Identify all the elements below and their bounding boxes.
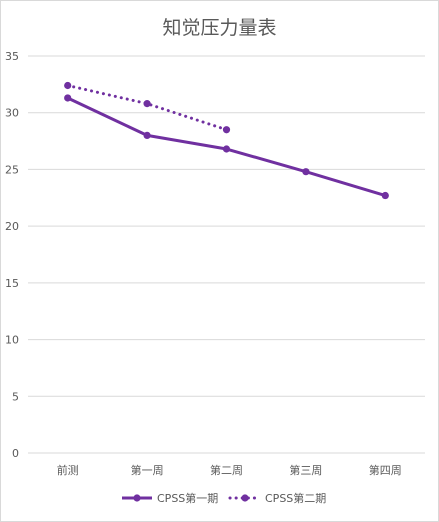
x-tick-label: 第二周: [210, 463, 243, 477]
series-2-point: [64, 81, 72, 90]
legend-label-2: CPSS第二期: [265, 491, 326, 505]
chart-title: 知觉压力量表: [162, 17, 277, 39]
series-2-point: [222, 126, 231, 134]
x-tick-label: 前测: [57, 463, 79, 477]
series-1-point: [143, 131, 151, 139]
legend: CPSS第一期 CPSS第二期: [122, 491, 326, 505]
series-1-point: [302, 168, 310, 176]
series-1-point: [222, 145, 231, 153]
legend-label-1: CPSS第一期: [157, 491, 218, 505]
y-axis-ticks: 0 5 10 15 20 25 30 35: [5, 50, 19, 460]
x-tick-label: 第四周: [369, 463, 402, 477]
y-tick-label: 30: [5, 107, 19, 120]
x-tick-label: 第三周: [289, 463, 322, 477]
y-tick-label: 15: [5, 277, 19, 290]
y-tick-label: 25: [5, 163, 19, 176]
gridlines: [28, 55, 425, 454]
series-2-point: [143, 100, 151, 108]
legend-marker-2: [241, 494, 249, 502]
y-tick-label: 35: [5, 50, 19, 63]
legend-marker-1: [133, 494, 141, 502]
x-axis-ticks: 前测 第一周 第二周 第三周 第四周: [57, 463, 402, 477]
series-1-point: [381, 191, 389, 200]
series-layer: [64, 81, 389, 200]
y-tick-label: 20: [5, 220, 19, 233]
y-tick-label: 0: [12, 447, 19, 460]
series-1-point: [64, 94, 72, 102]
x-tick-label: 第一周: [131, 463, 164, 477]
y-tick-label: 10: [5, 334, 19, 347]
y-tick-label: 5: [12, 390, 19, 403]
